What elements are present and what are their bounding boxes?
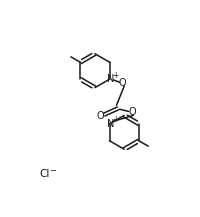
Text: O: O xyxy=(127,107,135,117)
Text: N: N xyxy=(106,119,113,129)
Text: O: O xyxy=(118,78,126,88)
Text: Cl: Cl xyxy=(39,169,50,179)
Text: O: O xyxy=(96,111,104,121)
Text: −: − xyxy=(49,166,56,175)
Text: N: N xyxy=(106,74,113,84)
Text: +: + xyxy=(112,71,118,80)
Text: +: + xyxy=(112,115,118,125)
